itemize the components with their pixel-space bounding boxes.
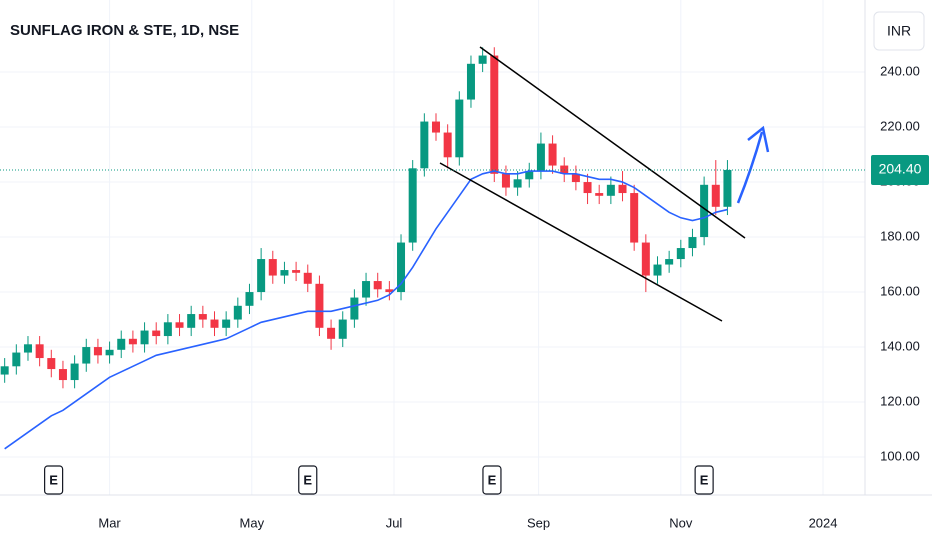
candle-body [198,314,207,320]
x-tick-label: Mar [98,515,121,530]
candle-body [350,297,359,320]
moving-average [4,170,728,450]
x-tick-label: May [240,515,265,530]
candle-body [245,292,254,306]
candle-body [595,193,604,196]
candle-body [665,259,674,265]
candle-body [536,143,545,172]
y-tick-label: 140.00 [880,338,920,353]
candle-body [292,270,301,273]
x-tick-label: 2024 [809,515,838,530]
candle-body [163,322,172,337]
candle-body [490,55,499,174]
candle-body [315,283,324,328]
candle-body [548,143,557,166]
x-tick-label: Nov [669,515,693,530]
y-tick-label: 220.00 [880,118,920,133]
x-tick-label: Jul [386,515,403,530]
candle-body [641,242,650,276]
event-label: E [700,472,709,487]
candle-body [233,305,242,320]
plot [0,47,732,450]
candle-body [676,248,685,260]
y-tick-label: 160.00 [880,283,920,298]
currency: INR [887,23,911,39]
candle-body [408,168,417,243]
last-price-box [871,154,929,185]
y-tick-label: 120.00 [880,393,920,408]
candle-body [501,173,510,188]
candle-body [35,344,44,359]
candle-body [397,242,406,293]
candle-body [187,314,196,328]
candle-body [606,184,615,196]
trend-line-upper [479,46,746,239]
candle-body [362,281,371,298]
candle-body [700,184,709,238]
event-box [694,465,714,495]
candle-body [140,330,149,345]
candle-body [0,366,9,375]
candle-body [455,99,464,158]
candle-body [583,182,592,194]
candle-body [210,319,219,328]
event-box [298,465,318,495]
x-tick-label: Sep [527,515,550,530]
y-tick-label: 180.00 [880,228,920,243]
candle-body [12,352,21,367]
candle-body [466,63,475,100]
candle-body [58,369,67,381]
candle-body [688,237,697,249]
candle-body [175,322,184,328]
candle-body [513,179,522,188]
candle-body [338,319,347,339]
candle-body [128,338,137,345]
candle-body [105,349,114,356]
candle-body [117,338,126,350]
candle-body [420,121,429,169]
y-tick-label: 240.00 [880,63,920,78]
last-price-label: 204.40 [879,161,922,177]
event-box [44,465,64,495]
candle-body [525,171,534,180]
candle-body [431,121,440,133]
candle-body [630,193,639,243]
candle-body [82,347,91,364]
y-tick-label: 100.00 [880,448,920,463]
candle-body [373,281,382,290]
candle-body [711,184,720,207]
candle-body [47,358,56,370]
event-box [482,465,502,495]
event-label: E [303,472,312,487]
arrow [736,131,764,204]
trend-line-lower [439,162,723,322]
arrow-head [747,125,770,153]
candle-body [653,264,662,276]
candle-body [478,55,487,64]
candle-body [723,169,732,207]
candle-body [268,259,277,276]
candle-body [152,330,161,337]
event-label: E [49,472,58,487]
candle-body [93,347,102,356]
candle-body [303,272,312,284]
chart-title: SUNFLAG IRON & STE, 1D, NSE [10,22,239,39]
candle-body [443,132,452,158]
candle-body [257,259,266,293]
candle-body [70,363,79,381]
candle-body [571,173,580,183]
candle-body [222,319,231,328]
candle-body [23,344,32,353]
candle-body [280,270,289,276]
candle-body [327,327,336,339]
candle-body [618,184,627,194]
candle-body [385,289,394,293]
event-label: E [488,472,497,487]
currency-box[interactable] [873,11,925,51]
